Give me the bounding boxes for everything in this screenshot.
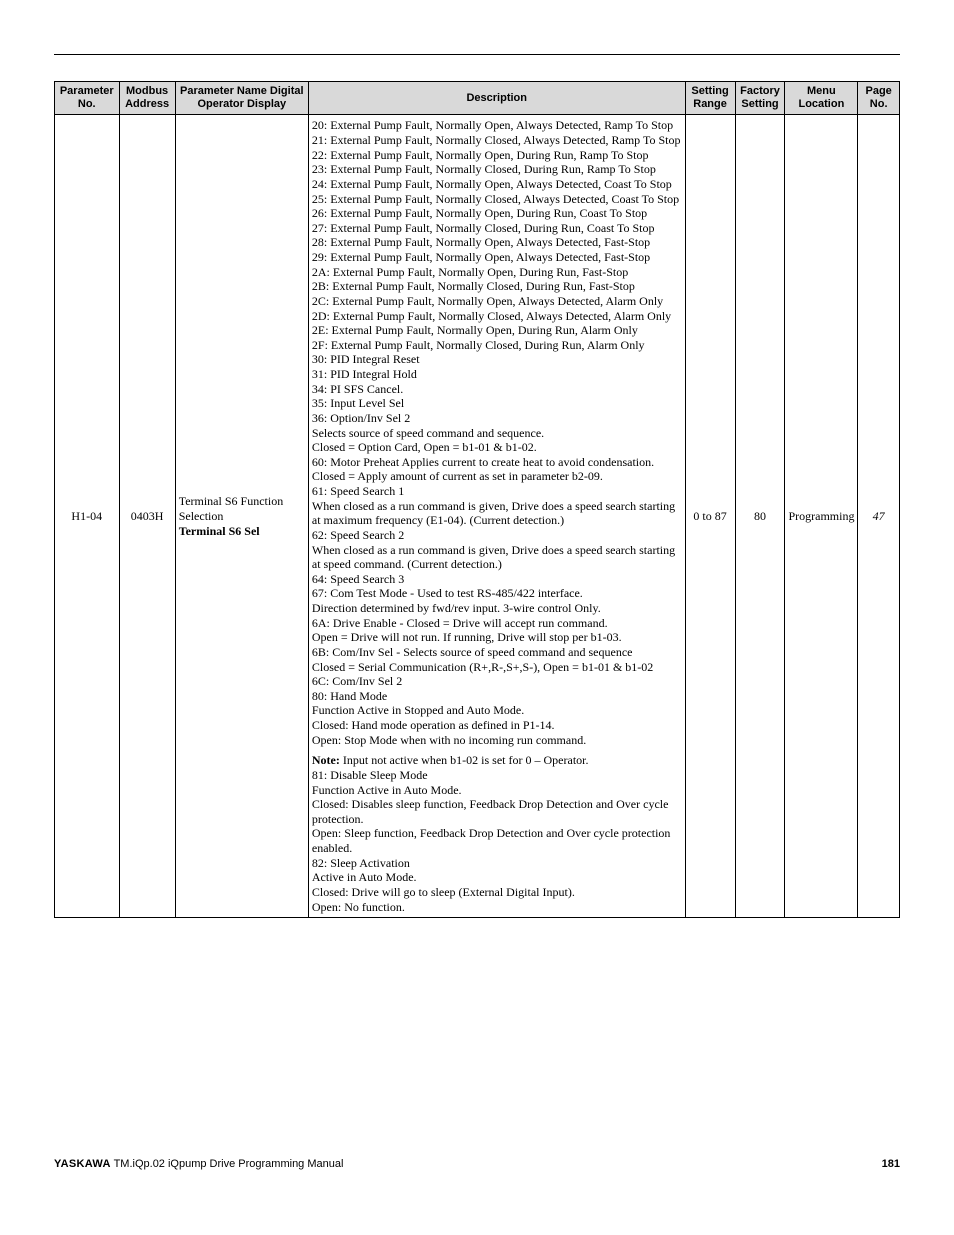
footer-title: TM.iQp.02 iQpump Drive Programming Manua…: [111, 1158, 344, 1170]
desc-line: 29: External Pump Fault, Normally Open, …: [312, 250, 682, 265]
note-text: Input not active when b1-02 is set for 0…: [340, 753, 589, 767]
desc-line: 61: Speed Search 1: [312, 484, 682, 499]
desc-line: Open: No function.: [312, 900, 682, 915]
desc-line: 82: Sleep Activation: [312, 856, 682, 871]
desc-line: Closed = Serial Communication (R+,R-,S+,…: [312, 660, 682, 675]
col-param-no: Parameter No.: [55, 82, 120, 115]
col-menu: Menu Location: [785, 82, 858, 115]
cell-param-no: H1-04: [55, 115, 120, 918]
desc-line: 30: PID Integral Reset: [312, 352, 682, 367]
desc-line: 62: Speed Search 2: [312, 528, 682, 543]
desc-line: 2B: External Pump Fault, Normally Closed…: [312, 279, 682, 294]
cell-menu: Programming: [785, 115, 858, 918]
desc-line: 80: Hand Mode: [312, 689, 682, 704]
desc-line: When closed as a run command is given, D…: [312, 499, 682, 528]
desc-line: 26: External Pump Fault, Normally Open, …: [312, 206, 682, 221]
cell-factory: 80: [735, 115, 785, 918]
desc-line: 6B: Com/Inv Sel - Selects source of spee…: [312, 645, 682, 660]
cell-name: Terminal S6 Function Selection Terminal …: [175, 115, 308, 918]
desc-line: 2D: External Pump Fault, Normally Closed…: [312, 309, 682, 324]
desc-line: When closed as a run command is given, D…: [312, 543, 682, 572]
desc-line: 67: Com Test Mode - Used to test RS-485/…: [312, 586, 682, 601]
desc-line: Closed: Drive will go to sleep (External…: [312, 885, 682, 900]
footer-page-number: 181: [882, 1158, 900, 1170]
col-factory: Factory Setting: [735, 82, 785, 115]
col-description: Description: [308, 82, 685, 115]
desc-line: 35: Input Level Sel: [312, 396, 682, 411]
desc-line: Closed: Hand mode operation as defined i…: [312, 718, 682, 733]
desc-line: 60: Motor Preheat Applies current to cre…: [312, 455, 682, 470]
desc-line: 23: External Pump Fault, Normally Closed…: [312, 162, 682, 177]
desc-line: Direction determined by fwd/rev input. 3…: [312, 601, 682, 616]
desc-line: 27: External Pump Fault, Normally Closed…: [312, 221, 682, 236]
desc-note: Note: Input not active when b1-02 is set…: [312, 753, 682, 768]
cell-description: 20: External Pump Fault, Normally Open, …: [308, 115, 685, 918]
table-row: H1-04 0403H Terminal S6 Function Selecti…: [55, 115, 900, 918]
desc-line: Open: Sleep function, Feedback Drop Dete…: [312, 826, 682, 855]
desc-line: 34: PI SFS Cancel.: [312, 382, 682, 397]
table-header-row: Parameter No. Modbus Address Parameter N…: [55, 82, 900, 115]
desc-line: 28: External Pump Fault, Normally Open, …: [312, 235, 682, 250]
desc-line: Closed = Apply amount of current as set …: [312, 469, 682, 484]
col-modbus: Modbus Address: [119, 82, 175, 115]
note-label: Note:: [312, 753, 340, 767]
col-page: Page No.: [858, 82, 900, 115]
desc-line: Active in Auto Mode.: [312, 870, 682, 885]
param-name-line2: Selection: [179, 509, 305, 524]
desc-line: Open = Drive will not run. If running, D…: [312, 630, 682, 645]
desc-line: 6A: Drive Enable - Closed = Drive will a…: [312, 616, 682, 631]
col-name: Parameter Name Digital Operator Display: [175, 82, 308, 115]
param-name-line1: Terminal S6 Function: [179, 494, 305, 509]
desc-line: 31: PID Integral Hold: [312, 367, 682, 382]
cell-modbus: 0403H: [119, 115, 175, 918]
desc-line: 81: Disable Sleep Mode: [312, 768, 682, 783]
desc-line: 6C: Com/Inv Sel 2: [312, 674, 682, 689]
desc-line: Closed: Disables sleep function, Feedbac…: [312, 797, 682, 826]
desc-line: 2A: External Pump Fault, Normally Open, …: [312, 265, 682, 280]
page-top-rule: [54, 54, 900, 55]
desc-line: 22: External Pump Fault, Normally Open, …: [312, 148, 682, 163]
desc-line: 21: External Pump Fault, Normally Closed…: [312, 133, 682, 148]
desc-line: 24: External Pump Fault, Normally Open, …: [312, 177, 682, 192]
desc-line: 36: Option/Inv Sel 2: [312, 411, 682, 426]
desc-line: Function Active in Auto Mode.: [312, 783, 682, 798]
footer-brand: YASKAWA: [54, 1158, 111, 1170]
desc-line: 64: Speed Search 3: [312, 572, 682, 587]
desc-line: 2C: External Pump Fault, Normally Open, …: [312, 294, 682, 309]
desc-line: 25: External Pump Fault, Normally Closed…: [312, 192, 682, 207]
page-footer: YASKAWA TM.iQp.02 iQpump Drive Programmi…: [54, 1158, 900, 1170]
desc-line: Closed = Option Card, Open = b1-01 & b1-…: [312, 440, 682, 455]
parameter-table: Parameter No. Modbus Address Parameter N…: [54, 81, 900, 918]
desc-line: Open: Stop Mode when with no incoming ru…: [312, 733, 682, 748]
desc-line: 2E: External Pump Fault, Normally Open, …: [312, 323, 682, 338]
cell-setting-range: 0 to 87: [685, 115, 735, 918]
param-name-line3: Terminal S6 Sel: [179, 524, 305, 539]
desc-line: Function Active in Stopped and Auto Mode…: [312, 703, 682, 718]
desc-line: 20: External Pump Fault, Normally Open, …: [312, 118, 682, 133]
col-setting-range: Setting Range: [685, 82, 735, 115]
cell-page: 47: [858, 115, 900, 918]
desc-line: 2F: External Pump Fault, Normally Closed…: [312, 338, 682, 353]
desc-line: Selects source of speed command and sequ…: [312, 426, 682, 441]
